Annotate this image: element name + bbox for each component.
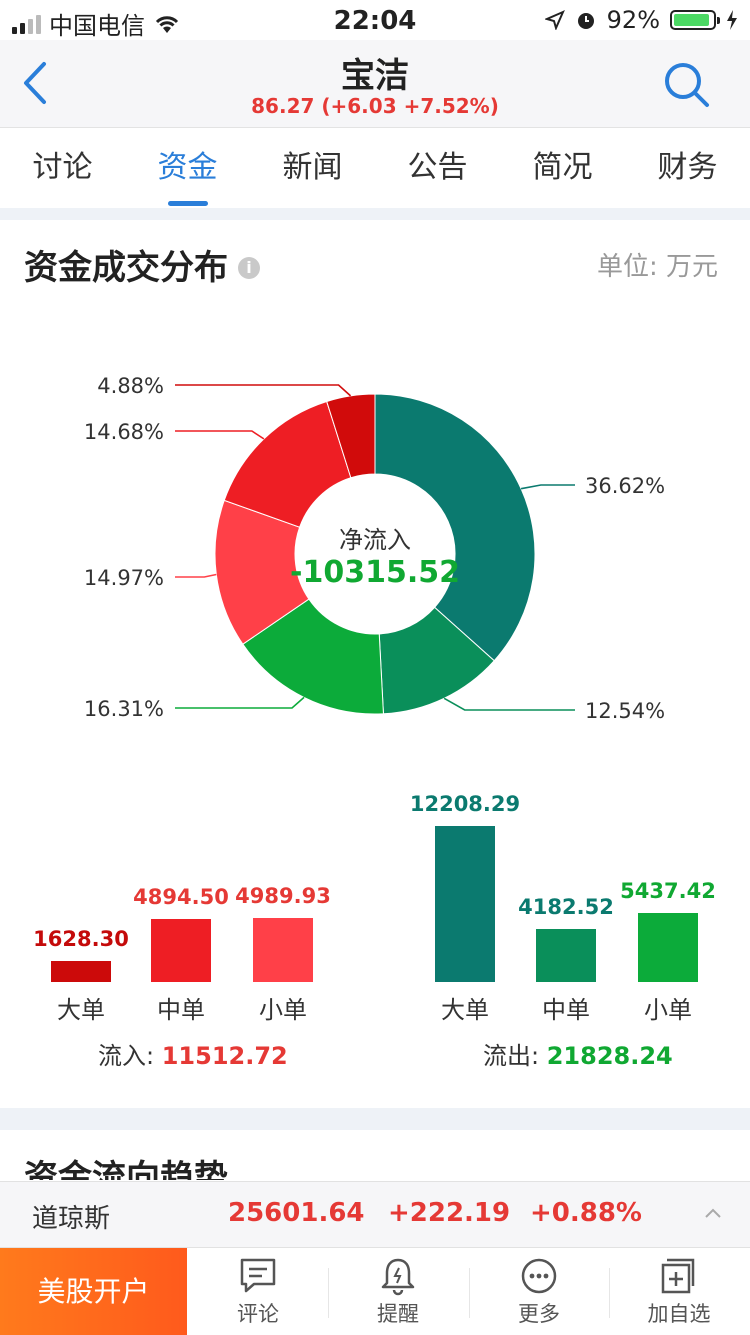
clock: 22:04 [333, 6, 417, 36]
flow-bar-value: 4894.50 [133, 885, 229, 910]
divider [0, 208, 750, 220]
alert-label: 提醒 [377, 1302, 419, 1326]
outflow-value: 21828.24 [546, 1042, 673, 1070]
more-button[interactable]: 更多 [469, 1248, 609, 1335]
charging-icon [727, 10, 737, 30]
tab-announcements[interactable]: 公告 [407, 150, 468, 185]
inflow-label: 流入: [98, 1042, 155, 1070]
donut-hole [295, 474, 455, 634]
flow-bar-label: 小单 [644, 996, 692, 1024]
stock-quote: 86.27 (+6.03 +7.52%) [251, 94, 499, 118]
add-watchlist-icon [661, 1258, 695, 1294]
flow-bar [253, 918, 313, 982]
donut-leader-line [175, 573, 217, 578]
section-title: 资金成交分布 [24, 248, 228, 288]
open-account-button[interactable]: 美股开户 [0, 1248, 187, 1335]
donut-leader-line [175, 384, 352, 397]
tab-discussion[interactable]: 讨论 [32, 150, 93, 185]
index-change: +222.19 [388, 1198, 511, 1228]
bell-icon [381, 1258, 415, 1296]
flow-bar [151, 919, 211, 982]
carrier-name: 中国电信 [49, 12, 145, 40]
tab-funds[interactable]: 资金 [125, 128, 250, 208]
carrier-area: 中国电信 [12, 6, 181, 41]
tab-profile[interactable]: 简况 [532, 150, 593, 185]
donut-slice-label: 4.88% [97, 374, 164, 398]
section-title-trend: 资金流向趋势 [24, 1158, 228, 1180]
chevron-up-icon[interactable] [704, 1204, 722, 1222]
info-icon[interactable]: i [238, 257, 260, 279]
inflow-value: 11512.72 [161, 1042, 288, 1070]
alert-button[interactable]: 提醒 [328, 1248, 468, 1335]
donut-slice-label: 12.54% [585, 699, 665, 723]
add-watchlist-button[interactable]: 加自选 [609, 1248, 749, 1335]
comment-icon [240, 1258, 276, 1293]
donut-center-value: -10315.52 [290, 555, 460, 590]
donut-leader-line [175, 696, 305, 709]
tab-financials[interactable]: 财务 [657, 150, 718, 185]
flow-bar-label: 中单 [542, 996, 590, 1024]
comment-label: 评论 [237, 1302, 279, 1326]
flow-bar-value: 5437.42 [620, 878, 716, 903]
outflow-label: 流出: [483, 1042, 540, 1070]
donut-leader-line [175, 430, 265, 440]
flow-bar-label: 大单 [441, 996, 489, 1024]
battery-percent: 92% [606, 6, 660, 34]
donut-slice-label: 14.97% [84, 566, 164, 590]
flow-bar-label: 中单 [157, 996, 205, 1024]
flow-bar [435, 826, 495, 982]
status-right: 92% [544, 6, 738, 34]
separator [609, 1268, 610, 1318]
unit-label: 单位: 万元 [596, 252, 718, 282]
wifi-icon [155, 15, 179, 33]
divider [0, 1108, 750, 1130]
flow-bar [536, 928, 596, 982]
search-icon[interactable] [662, 60, 712, 110]
signal-icon [12, 14, 41, 34]
bottom-toolbar: 美股开户 评论 提醒 更多 加自选 [0, 1247, 750, 1335]
index-pct: +0.88% [530, 1198, 642, 1228]
more-label: 更多 [518, 1302, 560, 1326]
add-watchlist-label: 加自选 [647, 1302, 711, 1326]
index-ticker[interactable]: 道琼斯 25601.64 +222.19 +0.88% [0, 1181, 750, 1247]
back-icon[interactable] [16, 58, 56, 108]
flow-bar-label: 大单 [57, 996, 105, 1024]
more-icon [521, 1258, 557, 1294]
comment-button[interactable]: 评论 [188, 1248, 328, 1335]
location-icon [544, 10, 565, 30]
donut-center-label: 净流入 [339, 526, 411, 554]
donut-slice-label: 36.62% [585, 474, 665, 498]
battery-icon [670, 10, 720, 30]
separator [469, 1268, 470, 1318]
flow-bar-chart: 1628.30 大单 4894.50 中单 4989.93 小单 12208.29 大单 418… [0, 780, 750, 1080]
flow-bar-value: 4182.52 [518, 894, 614, 919]
status-bar: 中国电信 22:04 92% [0, 0, 750, 40]
index-price: 25601.64 [228, 1198, 365, 1228]
index-name: 道琼斯 [32, 1204, 111, 1234]
donut-slice-label: 16.31% [84, 697, 164, 721]
stock-title: 宝洁 [341, 56, 409, 96]
donut-leader-line [443, 697, 575, 711]
flow-bar-value: 1628.30 [33, 927, 129, 952]
section-header: 资金成交分布 i 单位: 万元 [24, 240, 718, 300]
inflow-total: 流入: 11512.72 [98, 1036, 288, 1071]
flow-bar-value: 4989.93 [235, 884, 331, 909]
flow-bar-value: 12208.29 [409, 792, 521, 816]
flow-bar [51, 961, 111, 982]
tab-news[interactable]: 新闻 [282, 150, 343, 185]
outflow-total: 流出: 21828.24 [483, 1036, 673, 1071]
nav-bar: 宝洁 86.27 (+6.03 +7.52%) [0, 40, 750, 128]
flow-bar [638, 912, 698, 982]
tab-bar: 讨论 资金 新闻 公告 简况 财务 [0, 128, 750, 208]
donut-slice-label: 14.68% [84, 420, 164, 444]
donut-leader-line [520, 484, 575, 490]
fund-distribution-donut: 36.62%12.54%16.31%14.97%14.68%4.88% 净流入 … [84, 374, 665, 723]
separator [328, 1268, 329, 1318]
alarm-icon [577, 13, 594, 29]
flow-bar-label: 小单 [259, 996, 307, 1024]
